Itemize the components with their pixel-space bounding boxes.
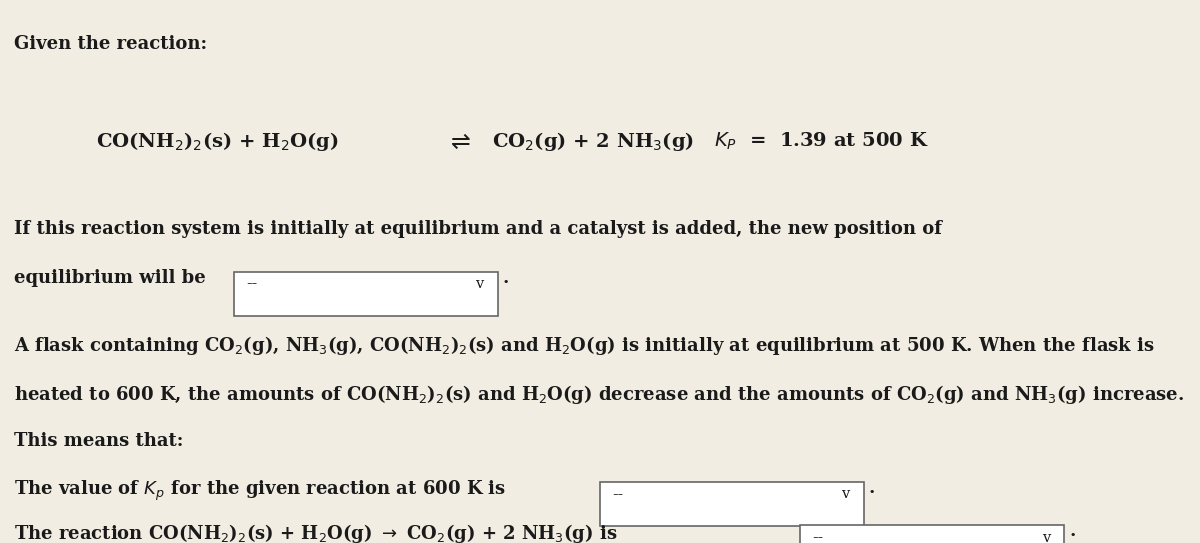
Text: Given the reaction:: Given the reaction: [14, 35, 208, 53]
Text: --: -- [812, 529, 823, 543]
Text: CO$_2$(g) + 2 NH$_3$(g): CO$_2$(g) + 2 NH$_3$(g) [492, 130, 694, 153]
Text: CO(NH$_2$)$_2$(s) + H$_2$O(g): CO(NH$_2$)$_2$(s) + H$_2$O(g) [96, 130, 338, 153]
Text: This means that:: This means that: [14, 432, 184, 450]
Text: v: v [1042, 531, 1050, 543]
Text: .: . [503, 269, 509, 287]
FancyBboxPatch shape [234, 272, 498, 316]
Text: $\rightleftharpoons$: $\rightleftharpoons$ [446, 130, 472, 154]
Text: equilibrium will be: equilibrium will be [14, 269, 206, 287]
Text: --: -- [246, 275, 257, 293]
Text: .: . [869, 479, 875, 497]
Text: The reaction CO(NH$_2$)$_2$(s) + H$_2$O(g) $\rightarrow$ CO$_2$(g) + 2 NH$_3$(g): The reaction CO(NH$_2$)$_2$(s) + H$_2$O(… [14, 522, 618, 543]
FancyBboxPatch shape [800, 525, 1064, 543]
FancyBboxPatch shape [600, 482, 864, 526]
Text: The value of $K_p$ for the given reaction at 600 K is: The value of $K_p$ for the given reactio… [14, 479, 506, 503]
Text: $K_P$  =  1.39 at 500 K: $K_P$ = 1.39 at 500 K [714, 130, 929, 151]
Text: --: -- [612, 485, 623, 503]
Text: A flask containing CO$_2$(g), NH$_3$(g), CO(NH$_2$)$_2$(s) and H$_2$O(g) is init: A flask containing CO$_2$(g), NH$_3$(g),… [14, 334, 1156, 357]
Text: .: . [1069, 522, 1075, 540]
Text: v: v [841, 487, 850, 501]
Text: heated to 600 K, the amounts of CO(NH$_2$)$_2$(s) and H$_2$O(g) decrease and the: heated to 600 K, the amounts of CO(NH$_2… [14, 383, 1184, 406]
Text: If this reaction system is initially at equilibrium and a catalyst is added, the: If this reaction system is initially at … [14, 220, 942, 238]
Text: v: v [475, 277, 484, 291]
